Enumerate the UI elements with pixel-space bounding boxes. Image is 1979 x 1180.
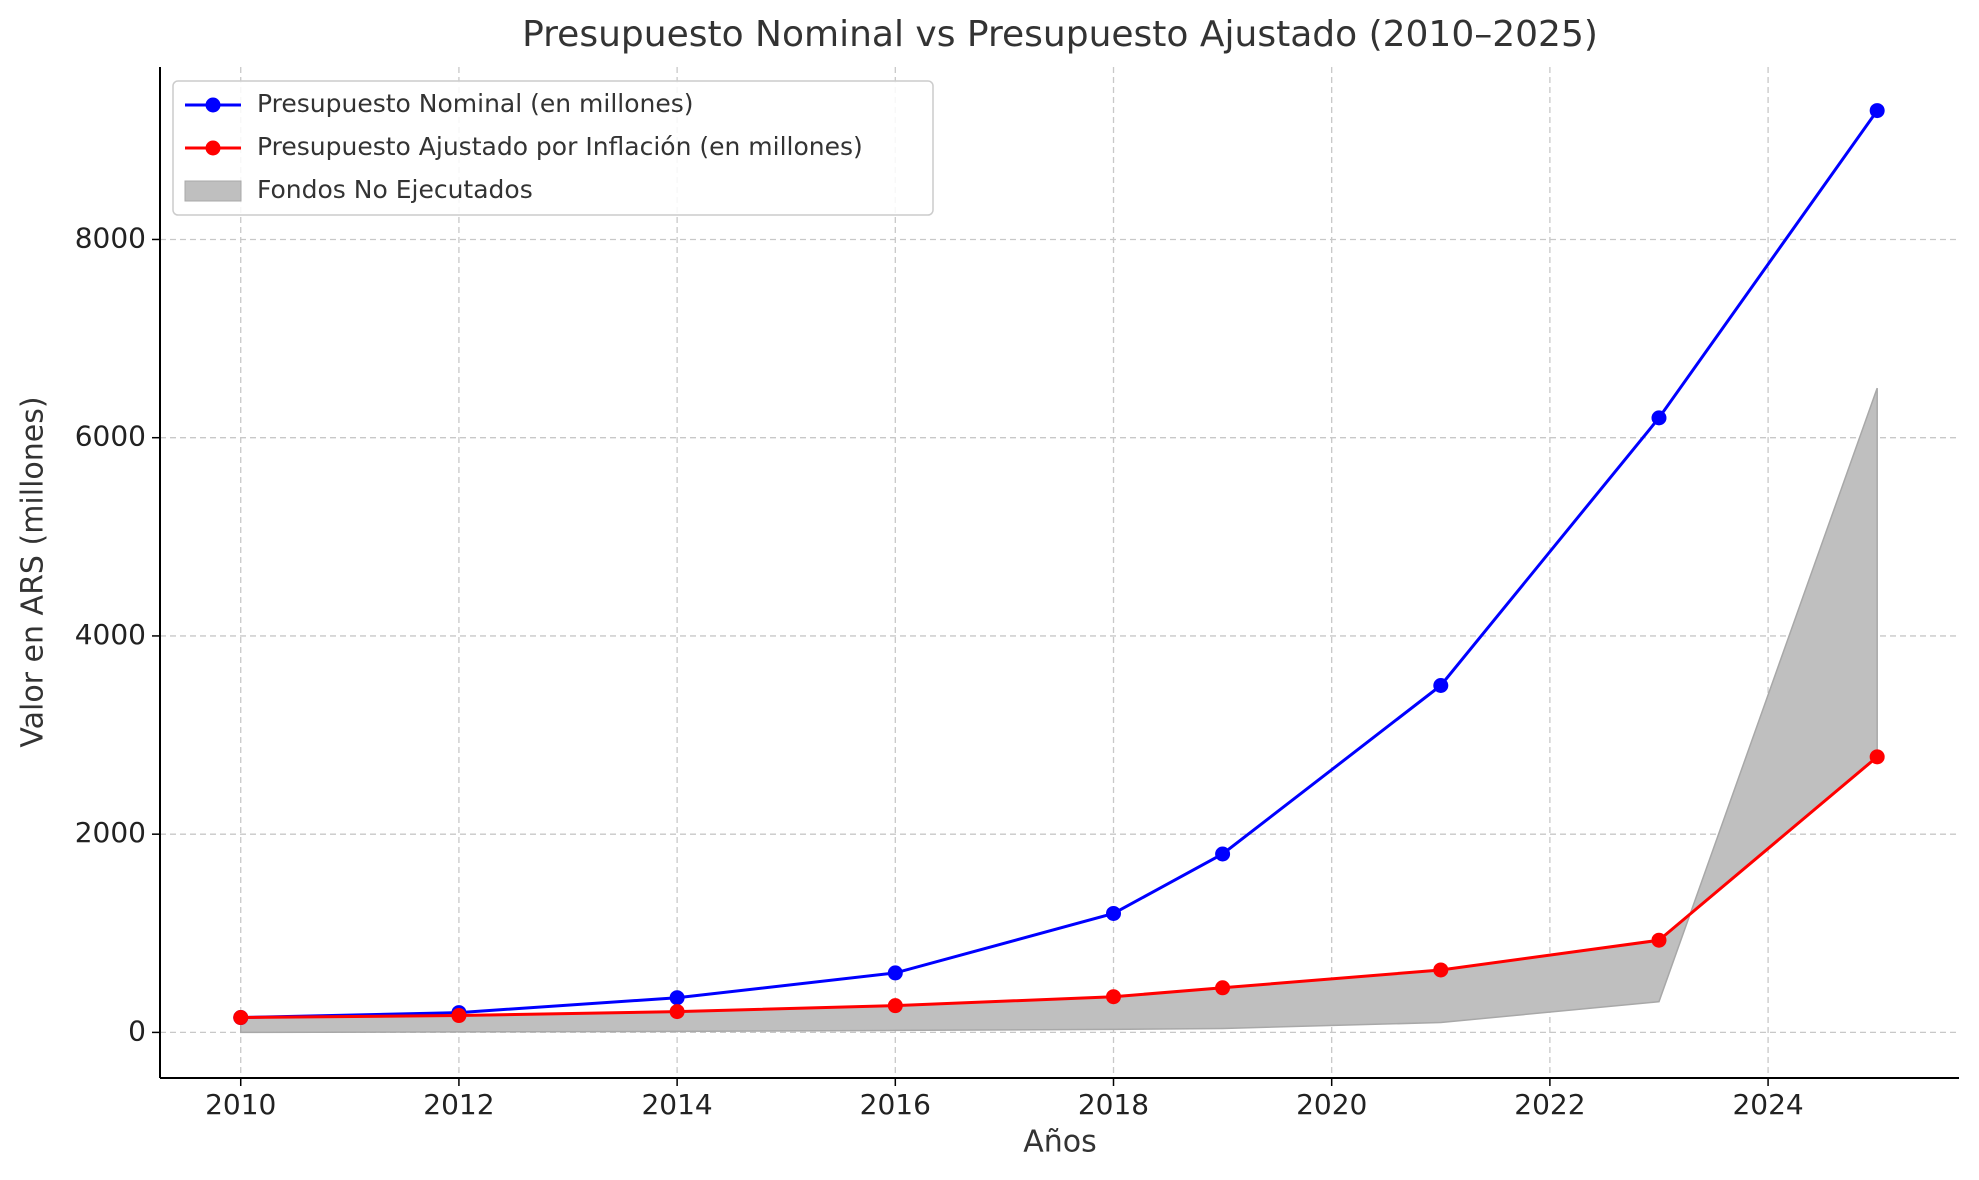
- point: [1651, 932, 1667, 948]
- x-tick-label: 2024: [1732, 1088, 1803, 1121]
- legend-label: Fondos No Ejecutados: [257, 175, 533, 204]
- x-axis-label: Años: [1023, 1125, 1097, 1160]
- area: [239, 387, 1878, 1034]
- legend: Presupuesto Nominal (en millones) Presupu…: [172, 80, 934, 216]
- point: [1869, 749, 1885, 765]
- y-tick-label: 6000: [75, 420, 146, 453]
- chart-title: Presupuesto Nominal vs Presupuesto Ajust…: [522, 14, 1598, 55]
- point: [887, 998, 903, 1014]
- point: [669, 1004, 685, 1020]
- point: [887, 965, 903, 981]
- y-axis-label: Valor en ARS (millones): [16, 396, 51, 747]
- point: [1106, 989, 1122, 1005]
- point: [1869, 103, 1885, 119]
- x-tick-label: 2012: [423, 1088, 494, 1121]
- point: [451, 1008, 467, 1024]
- point: [1215, 980, 1231, 996]
- y-tick-label: 2000: [75, 816, 146, 849]
- x-tick-label: 2022: [1514, 1088, 1585, 1121]
- legend-label: Presupuesto Ajustado por Inflación (en m…: [257, 132, 863, 161]
- x-tick-label: 2014: [641, 1088, 712, 1121]
- x-tick-label: 2010: [205, 1088, 276, 1121]
- legend-box: [172, 80, 934, 216]
- point: [669, 990, 685, 1006]
- x-tick-label: 2020: [1296, 1088, 1367, 1121]
- legend-label: Presupuesto Nominal (en millones): [257, 89, 694, 118]
- point: [1651, 410, 1667, 426]
- y-tick-label: 8000: [75, 221, 146, 254]
- legend-marker: [205, 140, 221, 156]
- point: [233, 1010, 249, 1026]
- point: [1106, 905, 1122, 921]
- x-tick-label: 2016: [860, 1088, 931, 1121]
- point: [1215, 846, 1231, 862]
- y-tick-label: 4000: [75, 618, 146, 651]
- line: [240, 109, 1879, 1020]
- x-tick-label: 2018: [1078, 1088, 1149, 1121]
- point: [1433, 962, 1449, 978]
- legend-marker: [205, 97, 221, 113]
- point: [1433, 677, 1449, 693]
- legend-swatch: [184, 180, 242, 202]
- y-tick-label: 0: [128, 1014, 146, 1047]
